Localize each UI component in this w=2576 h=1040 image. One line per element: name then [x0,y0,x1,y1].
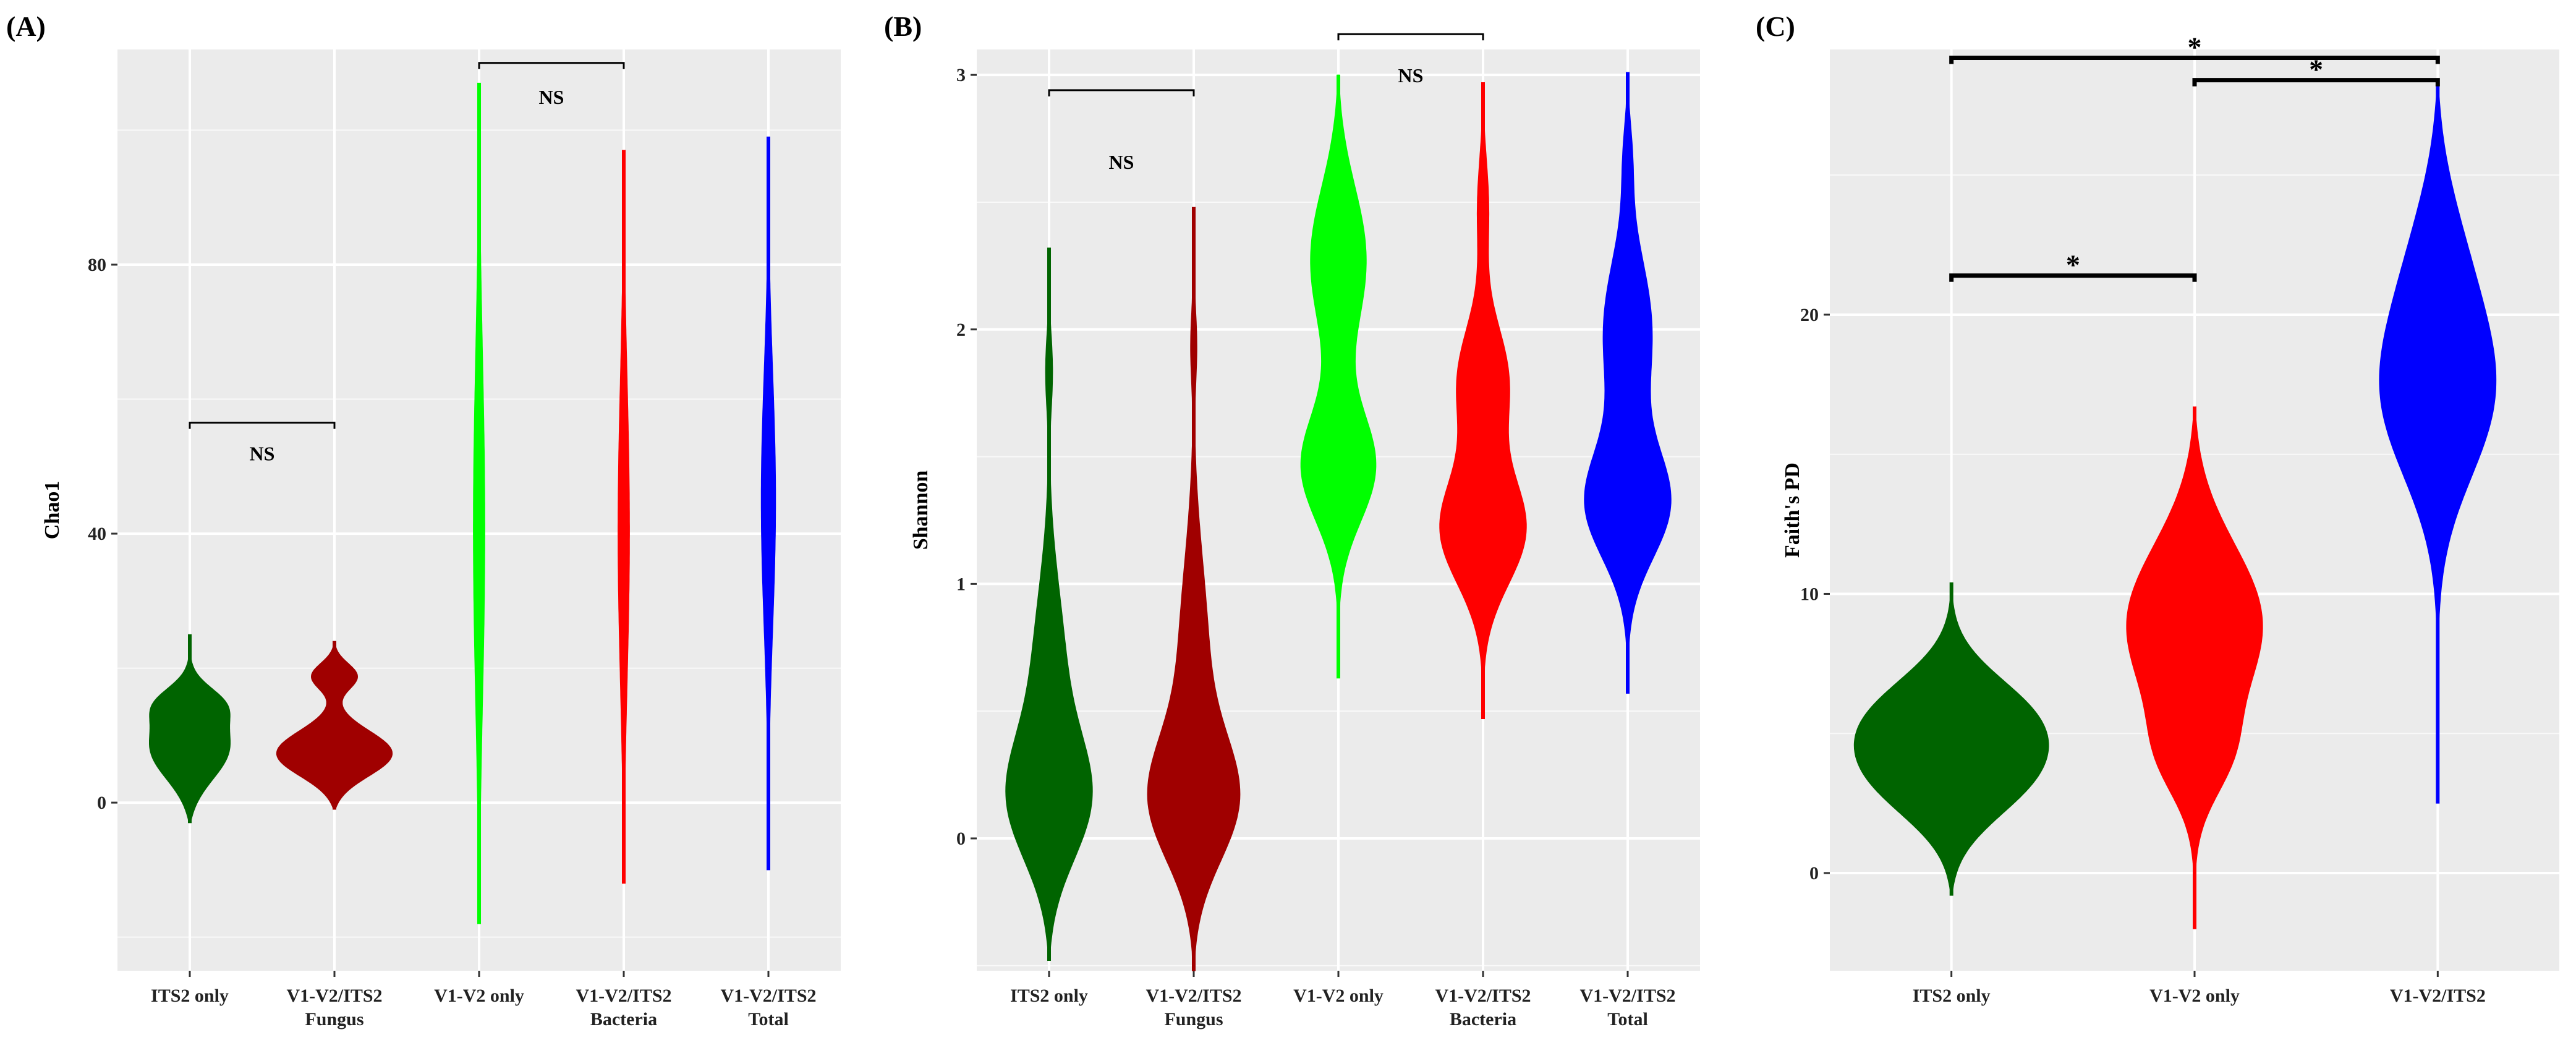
x-tick-label: V1-V2 only [2149,986,2240,1006]
x-tick-sublabel: Bacteria [590,1009,657,1029]
significance-label: NS [539,86,564,108]
violin [1439,82,1527,720]
significance-bracket [478,62,625,69]
significance-bracket [1949,56,2440,64]
x-tick-sublabel: Bacteria [1450,1009,1516,1029]
violin [760,136,776,871]
y-axis-title: Shannon [909,471,932,550]
violin [2126,406,2263,929]
chart-panel-a: (A) 0 40 80 Chao1 ITS2 only V1-V2/ITS2 Fungus V1… [6,11,841,1029]
significance-bracket [1949,273,2197,282]
x-tick-sublabel: Total [748,1009,789,1029]
violin [149,634,231,824]
x-tick-sublabel: Fungus [305,1009,363,1029]
panel-b: (B) 0 1 2 3 Shannon ITS2 only V1-V2/ITS2 Fungus V… [859,0,1719,1040]
significance-label: * [2066,249,2080,281]
violin [1005,247,1093,961]
x-tick-label: V1-V2/ITS2 [2390,986,2486,1006]
significance-label: NS [250,443,275,465]
y-tick-label: 10 [1800,584,1819,604]
x-tick-sublabel: Fungus [1164,1009,1223,1029]
panel-label: (C) [1756,11,1795,42]
x-tick-label: V1-V2/ITS2 [286,986,382,1006]
x-tick-label: V1-V2 only [434,986,524,1006]
violin [1853,582,2049,896]
chart-panel-b: (B) 0 1 2 3 Shannon ITS2 only V1-V2/ITS2 Fungus V… [884,11,1700,1029]
panel-label: (B) [884,11,922,42]
significance-bracket [189,422,336,429]
significance-label: * [2188,32,2202,63]
violin [276,641,393,810]
significance-bracket [1048,89,1195,96]
x-tick-label: V1-V2 only [1293,986,1384,1006]
y-tick-label: 0 [956,829,966,849]
significance-label: NS [1398,64,1424,87]
y-axis-title: Faith's PD [1781,462,1804,558]
significance-bracket [2192,78,2440,87]
x-tick-label: V1-V2/ITS2 [1435,986,1531,1006]
x-tick-label: ITS2 only [151,986,229,1006]
y-tick-label: 80 [88,255,106,275]
y-tick-label: 1 [956,574,966,594]
panel-c: (C) 0 10 20 Faith's PD ITS2 only V1-V2 only V1-… [1719,0,2576,1040]
panel-a: (A) 0 40 80 Chao1 ITS2 only V1-V2/ITS2 Fungus V1… [0,0,859,1040]
x-tick-label: ITS2 only [1913,986,1991,1006]
x-tick-label: V1-V2/ITS2 [576,986,671,1006]
y-tick-label: 3 [956,65,966,85]
x-tick-label: V1-V2/ITS2 [1146,986,1241,1006]
y-tick-label: 2 [956,320,966,340]
violin [1584,72,1672,694]
y-tick-label: 40 [88,524,106,544]
violin [1300,74,1377,679]
significance-label: NS [1109,151,1134,173]
y-axis-title: Chao1 [41,481,64,539]
x-tick-label: V1-V2/ITS2 [720,986,816,1006]
y-tick-label: 20 [1800,305,1819,325]
chart-panel-c: (C) 0 10 20 Faith's PD ITS2 only V1-V2 only V1-… [1756,11,2559,1006]
x-tick-label: V1-V2/ITS2 [1579,986,1675,1006]
violin [473,82,485,924]
significance-label: * [2309,54,2323,85]
y-tick-label: 0 [1809,863,1819,884]
violin [1147,207,1241,971]
x-tick-label: ITS2 only [1010,986,1088,1006]
y-tick-label: 0 [97,793,106,813]
panel-label: (A) [6,11,46,42]
x-tick-sublabel: Total [1607,1009,1648,1029]
significance-bracket [1337,33,1484,41]
violin [618,150,630,884]
